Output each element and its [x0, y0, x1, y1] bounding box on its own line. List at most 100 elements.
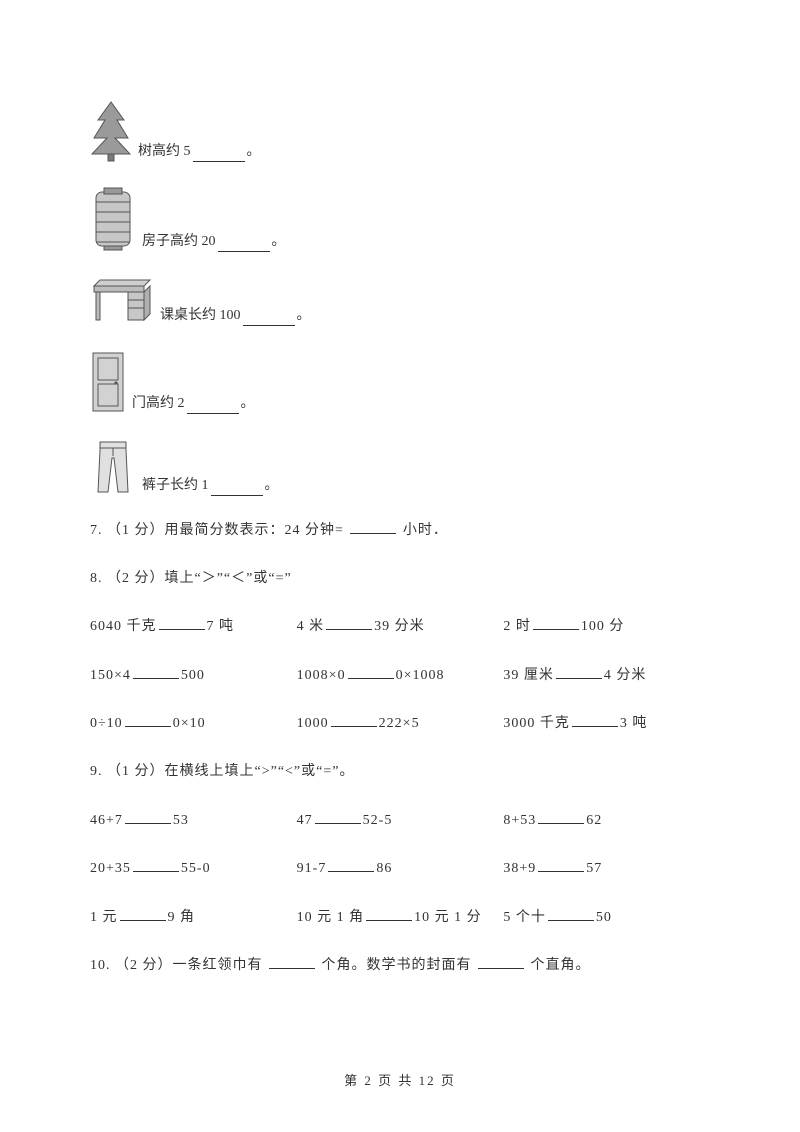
q8-cell: 4 米 39 分米 [297, 616, 504, 637]
item-door: 门高约 2 。 [90, 350, 710, 414]
tree-text-pre: 树高约 5 [138, 142, 191, 162]
q8-cell: 1008×0 0×1008 [297, 665, 504, 686]
q8-pre: 1008×0 [297, 668, 346, 683]
q8-post: 100 分 [581, 619, 625, 634]
q8-post: 3 吨 [620, 716, 648, 731]
q8-text: 8. （2 分）填上“＞”“＜”或“=” [90, 571, 292, 586]
q10-blank-2 [478, 955, 524, 969]
q10-mid: 个角。数学书的封面有 [322, 958, 472, 973]
q9-pre: 5 个十 [503, 910, 546, 925]
q10-blank-1 [269, 955, 315, 969]
q8-pre: 0÷10 [90, 716, 123, 731]
q9-post: 86 [376, 861, 392, 876]
question-7: 7. （1 分）用最简分数表示：24 分钟= 小时． [90, 520, 710, 541]
q9-pre: 46+7 [90, 813, 123, 828]
q9-blank [538, 858, 584, 872]
q9-cell: 5 个十 50 [503, 907, 710, 928]
q8-cell: 150×4 500 [90, 665, 297, 686]
q9-row: 20+35 55-0 91-7 86 38+9 57 [90, 858, 710, 879]
q8-row: 0÷100×101000222×53000 千克3 吨 [90, 713, 710, 734]
door-icon [90, 350, 126, 414]
q8-pre: 39 厘米 [503, 668, 554, 683]
q9-pre: 91-7 [297, 861, 327, 876]
q8-blank [125, 713, 171, 727]
desk-text-pre: 课桌长约 100 [160, 306, 241, 326]
q9-post: 53 [173, 813, 189, 828]
desk-blank [243, 312, 295, 326]
q9-pre: 20+35 [90, 861, 131, 876]
q8-blank [326, 616, 372, 630]
q8-blank [159, 616, 205, 630]
q9-cell: 91-7 86 [297, 858, 504, 879]
q9-pre: 38+9 [503, 861, 536, 876]
question-8: 8. （2 分）填上“＞”“＜”或“=” [90, 569, 710, 589]
q9-post: 10 元 1 分 [414, 910, 482, 925]
q8-cell: 39 厘米 4 分米 [503, 665, 710, 686]
q8-blank [556, 665, 602, 679]
question-10: 10. （2 分）一条红领巾有 个角。数学书的封面有 个直角。 [90, 955, 710, 976]
q9-cell: 8+5362 [503, 810, 710, 831]
q9-pre: 1 元 [90, 910, 118, 925]
q9-cell: 20+35 55-0 [90, 858, 297, 879]
q9-pre: 47 [297, 813, 313, 828]
q9-pre: 10 元 1 角 [297, 910, 365, 925]
q9-blank [328, 858, 374, 872]
q9-post: 55-0 [181, 861, 211, 876]
q9-blank [548, 907, 594, 921]
house-icon [90, 186, 136, 252]
q8-blank [331, 713, 377, 727]
q8-post: 0×1008 [396, 668, 445, 683]
pants-text-pre: 裤子长约 1 [142, 476, 209, 496]
q10-post: 个直角。 [531, 958, 591, 973]
q10-pre: 10. （2 分）一条红领巾有 [90, 958, 263, 973]
q8-cell: 3000 千克 3 吨 [503, 713, 710, 734]
page-footer: 第 2 页 共 12 页 [0, 1072, 800, 1090]
q9-post: 52-5 [363, 813, 393, 828]
door-blank [187, 400, 239, 414]
door-text-post: 。 [241, 394, 255, 414]
q9-post: 50 [596, 910, 612, 925]
q8-pre: 6040 千克 [90, 619, 157, 634]
q8-row: 6040 千克7 吨4 米 39 分米 2 时 100 分 [90, 616, 710, 637]
q9-pre: 8+53 [503, 813, 536, 828]
q9-row: 46+7 53 47 52-5 8+5362 [90, 810, 710, 831]
q9-cell: 1 元9 角 [90, 907, 297, 928]
q8-post: 222×5 [379, 716, 420, 731]
q8-pre: 4 米 [297, 619, 325, 634]
item-house: 房子高约 20 。 [90, 186, 710, 252]
q8-cell: 1000 222×5 [297, 713, 504, 734]
pants-icon [90, 438, 136, 496]
desk-icon [90, 276, 154, 326]
question-9: 9. （1 分）在横线上填上“>”“<”或“=”。 [90, 762, 710, 782]
q8-pre: 150×4 [90, 668, 131, 683]
q9-blank [366, 907, 412, 921]
house-blank [218, 238, 270, 252]
q9-cell: 38+9 57 [503, 858, 710, 879]
q8-blank [572, 713, 618, 727]
item-pants: 裤子长约 1 。 [90, 438, 710, 496]
q8-row: 150×4 500 1008×0 0×1008 39 厘米 4 分米 [90, 665, 710, 686]
q8-cell: 6040 千克7 吨 [90, 616, 297, 637]
q8-pre: 2 时 [503, 619, 531, 634]
tree-text-post: 。 [247, 142, 261, 162]
q8-blank [533, 616, 579, 630]
q9-blank [120, 907, 166, 921]
q7-post: 小时． [403, 523, 448, 538]
q9-blank [133, 858, 179, 872]
q9-post: 57 [586, 861, 602, 876]
q9-blank [315, 810, 361, 824]
q9-text: 9. （1 分）在横线上填上“>”“<”或“=”。 [90, 764, 354, 779]
q8-pre: 1000 [297, 716, 329, 731]
desk-text-post: 。 [297, 306, 311, 326]
q8-post: 500 [181, 668, 205, 683]
pants-text-post: 。 [265, 476, 279, 496]
q8-post: 39 分米 [374, 619, 425, 634]
q8-blank [348, 665, 394, 679]
door-text-pre: 门高约 2 [132, 394, 185, 414]
house-text-post: 。 [272, 232, 286, 252]
q8-post: 4 分米 [604, 668, 647, 683]
q9-cell: 10 元 1 角 10 元 1 分 [297, 907, 504, 928]
q8-pre: 3000 千克 [503, 716, 570, 731]
item-desk: 课桌长约 100 。 [90, 276, 710, 326]
q8-cell: 2 时 100 分 [503, 616, 710, 637]
